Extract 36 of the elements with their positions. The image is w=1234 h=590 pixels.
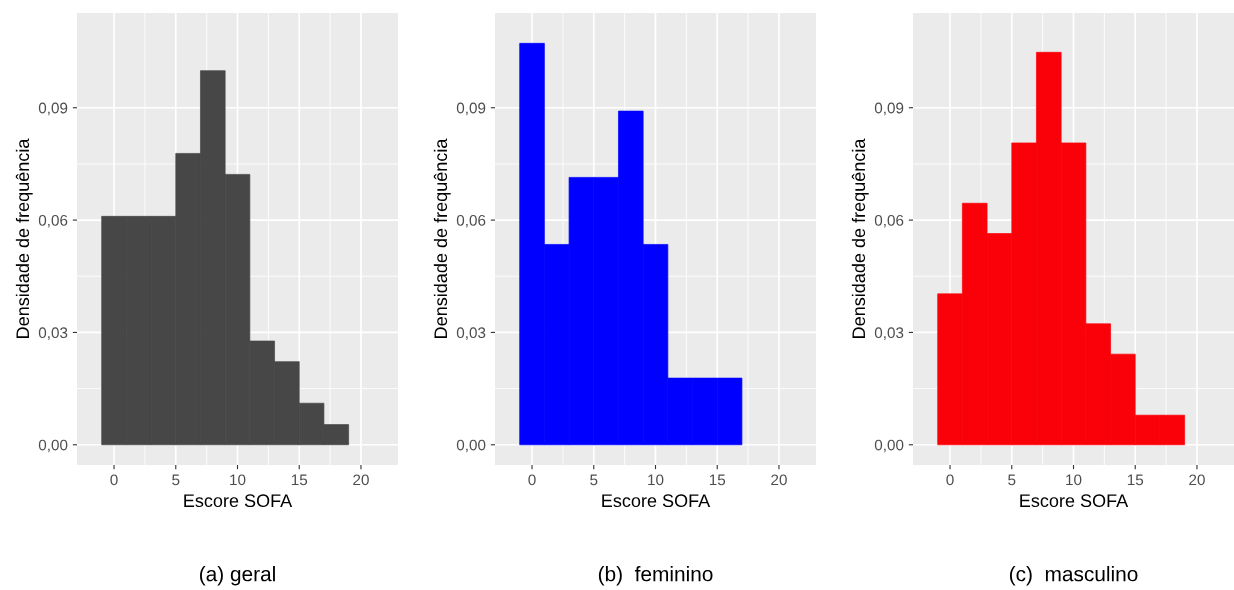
y-tick-label: 0,00 (874, 439, 904, 453)
x-tick-label: 5 (172, 474, 180, 486)
y-tick-label: 0,00 (456, 439, 486, 453)
x-tick-label: 20 (771, 474, 787, 486)
y-tick-label: 0,06 (38, 214, 68, 228)
x-tick-label: 10 (1066, 474, 1082, 486)
y-tick-label: 0,06 (456, 214, 486, 228)
text: (b) feminino (598, 566, 713, 586)
x-tick-label: 5 (590, 474, 598, 486)
y-tick-label: 0,09 (874, 102, 904, 116)
y-tick-label: 0,03 (874, 327, 904, 340)
y-tick-label: 0,09 (38, 102, 68, 116)
text: (a) geral (200, 566, 275, 586)
y-axis-title: Densidade de frequência (15, 138, 33, 338)
x-axis-title: Escore SOFA (1020, 494, 1129, 508)
y-tick-label: 0,03 (456, 327, 486, 340)
x-axis-title: Escore SOFA (602, 494, 711, 508)
x-tick-label: 0 (528, 474, 536, 486)
x-tick-label: 0 (946, 474, 954, 486)
y-axis-title: Densidade de frequência (433, 138, 451, 338)
x-tick-label: 20 (1189, 474, 1205, 486)
x-tick-label: 20 (353, 474, 369, 486)
x-tick-label: 15 (1127, 474, 1144, 486)
x-tick-label: 5 (1008, 474, 1016, 486)
x-tick-label: 15 (291, 474, 308, 486)
y-axis-title: Densidade de frequência (851, 138, 869, 338)
x-axis-title: Escore SOFA (184, 494, 293, 508)
x-tick-label: 15 (709, 474, 726, 486)
y-tick-label: 0,00 (38, 439, 68, 453)
y-tick-label: 0,03 (38, 327, 68, 340)
y-tick-label: 0,09 (456, 102, 486, 116)
x-tick-label: 0 (110, 474, 118, 486)
y-tick-label: 0,06 (874, 214, 904, 228)
x-tick-label: 10 (648, 474, 664, 486)
text: (c) masculino (1009, 566, 1138, 586)
x-tick-label: 10 (230, 474, 246, 486)
